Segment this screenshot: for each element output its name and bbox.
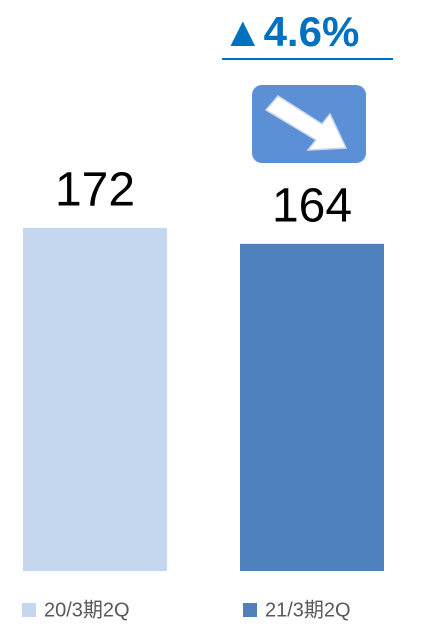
legend-marker — [243, 603, 257, 617]
trend-icon — [252, 85, 366, 163]
value-label: 164 — [272, 179, 352, 232]
legend-label: 21/3期2Q — [265, 599, 351, 621]
legend-marker — [22, 603, 36, 617]
legend-label: 20/3期2Q — [44, 599, 130, 621]
value-label: 172 — [55, 164, 135, 217]
change-annotation: ▲4.6% — [222, 8, 359, 55]
bar — [240, 243, 384, 571]
bar — [23, 227, 167, 572]
